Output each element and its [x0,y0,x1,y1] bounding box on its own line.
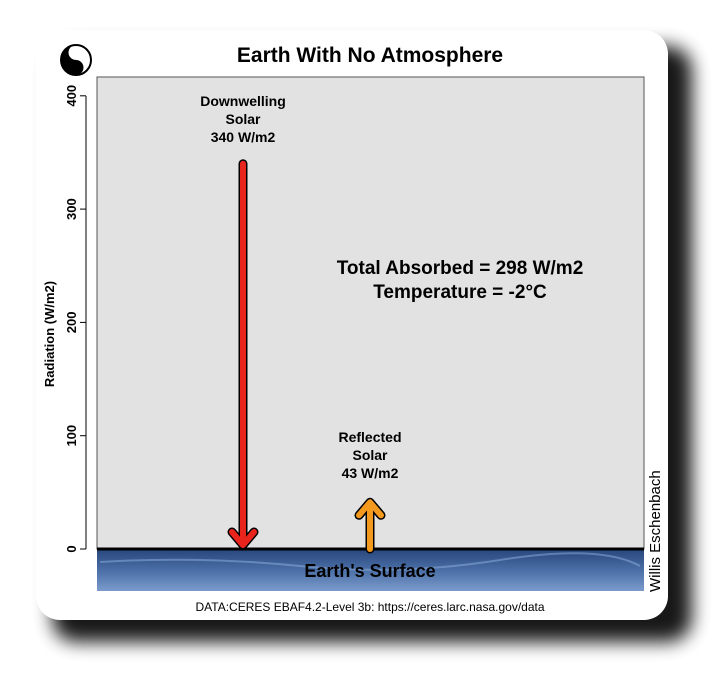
plot-panel [96,76,645,550]
author-credit: Willis Eschenbach [647,470,664,592]
data-source: DATA:CERES EBAF4.2-Level 3b: https://cer… [195,600,544,614]
downwelling-label-line-2: Solar [225,111,261,127]
reflected-solar-arrow [354,497,386,554]
temperature-annotation: Temperature = -2°C [373,282,547,303]
downwelling-label: Downwelling Solar 340 W/m2 [200,93,286,145]
y-tick-label-300: 300 [64,198,79,220]
y-tick-label-200: 200 [64,312,79,334]
surface-wave [99,552,641,571]
total-absorbed-annotation: Total Absorbed = 298 W/m2 [337,258,584,279]
chart-title: Earth With No Atmosphere [237,44,503,67]
downwelling-label-line-3: 340 W/m2 [211,129,276,145]
reflected-label: Reflected Solar 43 W/m2 [338,429,401,481]
y-tick-label-400: 400 [64,85,79,107]
yin-yang-face-icon [60,44,92,76]
y-tick-label-0: 0 [64,545,79,552]
y-tick-label-100: 100 [64,425,79,447]
surface-label: Earth's Surface [304,561,435,581]
downwelling-solar-arrow [227,159,259,550]
reflected-label-line-2: Solar [352,447,388,463]
reflected-label-line-1: Reflected [338,429,401,445]
y-axis-label: Radiation (W/m2) [42,281,57,387]
reflected-label-line-3: 43 W/m2 [342,465,399,481]
downwelling-label-line-1: Downwelling [200,93,286,109]
